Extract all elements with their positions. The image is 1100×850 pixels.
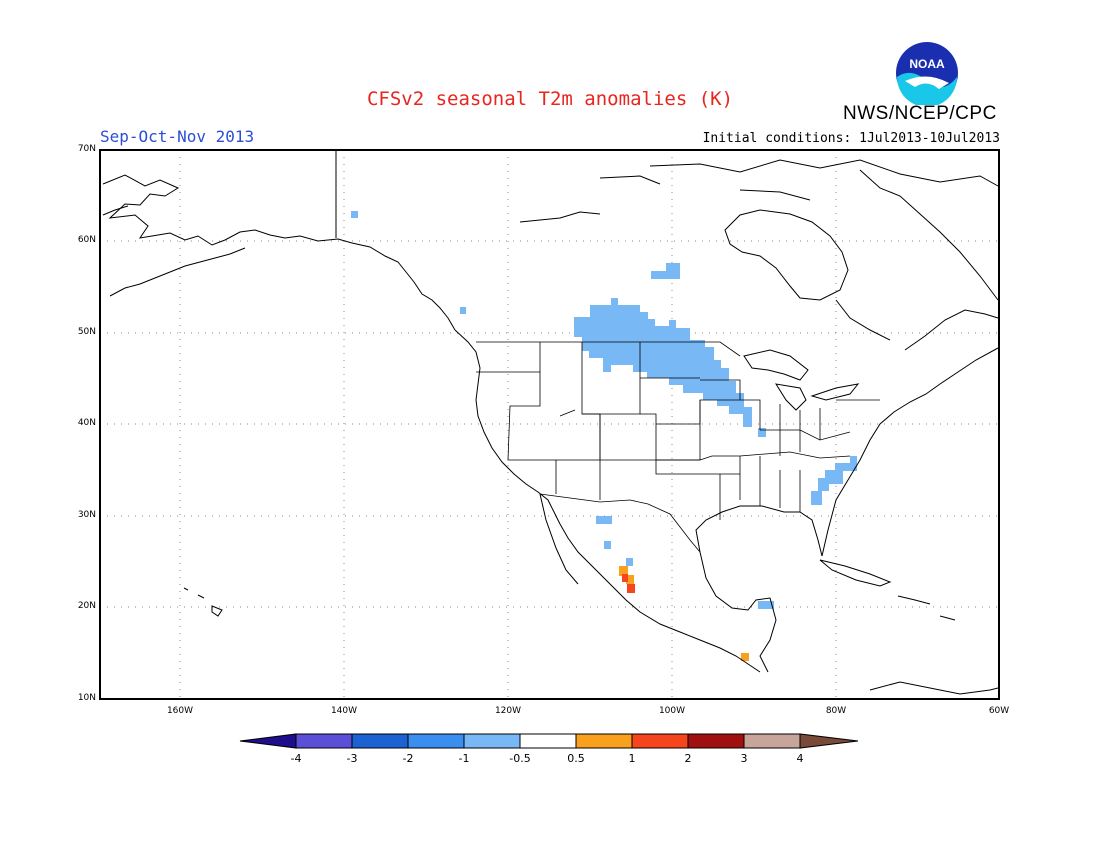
colorbar-label: 2 — [684, 752, 692, 765]
anomaly-cell — [627, 584, 635, 593]
lon-label: 120W — [494, 706, 522, 716]
map-gridlines — [100, 150, 999, 699]
colorbar-label: -3 — [346, 752, 358, 765]
colorbar-label: 1 — [628, 752, 636, 765]
colorbar-label: 3 — [740, 752, 748, 765]
anomaly-cell — [622, 574, 628, 582]
logo-text: NOAA — [909, 57, 945, 71]
anomaly-cell — [626, 558, 633, 566]
anomaly-cell — [604, 541, 611, 549]
map-title: CFSv2 seasonal T2m anomalies (K) — [366, 88, 734, 110]
colorbar-segment — [799, 733, 859, 749]
anomaly-cell — [758, 601, 774, 609]
colorbar — [239, 733, 859, 749]
anomaly-cell — [741, 653, 749, 661]
positive-anomaly-patches — [619, 566, 749, 661]
colorbar-segment — [463, 733, 521, 749]
lat-label: 60N — [77, 235, 96, 245]
colorbar-label: -2 — [402, 752, 414, 765]
anomaly-cell — [758, 428, 766, 437]
lon-label: 60W — [988, 706, 1010, 716]
colorbar-segment — [407, 733, 465, 749]
colorbar-label: -0.5 — [509, 752, 531, 765]
lon-label: 100W — [658, 706, 686, 716]
negative-anomaly-patches — [351, 211, 857, 609]
map-frame — [99, 149, 1000, 700]
colorbar-segment — [687, 733, 745, 749]
anomaly-cell — [619, 566, 628, 576]
colorbar-segment — [743, 733, 801, 749]
colorbar-segment — [239, 733, 297, 749]
colorbar-label: 4 — [796, 752, 804, 765]
anomaly-cell — [666, 263, 680, 279]
initial-conditions-label: Initial conditions: 1Jul2013-10Jul2013 — [702, 131, 1000, 146]
season-label: Sep-Oct-Nov 2013 — [100, 127, 255, 146]
colorbar-label: -1 — [458, 752, 470, 765]
anomaly-cell — [596, 516, 612, 524]
lat-label: 70N — [77, 144, 96, 154]
southeast-coast-cold-anomaly — [811, 456, 857, 505]
anomaly-cell — [651, 271, 666, 279]
colorbar-segment — [295, 733, 353, 749]
anomaly-cell — [351, 211, 358, 218]
colorbar-label: -4 — [290, 752, 302, 765]
anomaly-cell — [460, 307, 466, 314]
lon-label: 80W — [825, 706, 847, 716]
colorbar-segment — [519, 733, 577, 749]
political-borders — [476, 341, 880, 553]
coastlines — [102, 150, 999, 695]
lat-label: 20N — [77, 601, 96, 611]
lon-label: 140W — [330, 706, 358, 716]
lat-label: 50N — [77, 327, 96, 337]
lat-label: 40N — [77, 418, 96, 428]
colorbar-label: 0.5 — [567, 752, 585, 765]
agency-label: NWS/NCEP/CPC — [843, 103, 997, 124]
northern-plains-cold-anomaly — [574, 298, 752, 427]
colorbar-segment — [351, 733, 409, 749]
colorbar-segment — [631, 733, 689, 749]
lat-label: 30N — [77, 510, 96, 520]
lon-label: 160W — [166, 706, 194, 716]
noaa-logo-icon: NOAA — [896, 42, 958, 105]
lat-label: 10N — [77, 693, 96, 703]
colorbar-segment — [575, 733, 633, 749]
anomaly-cell — [626, 575, 634, 584]
